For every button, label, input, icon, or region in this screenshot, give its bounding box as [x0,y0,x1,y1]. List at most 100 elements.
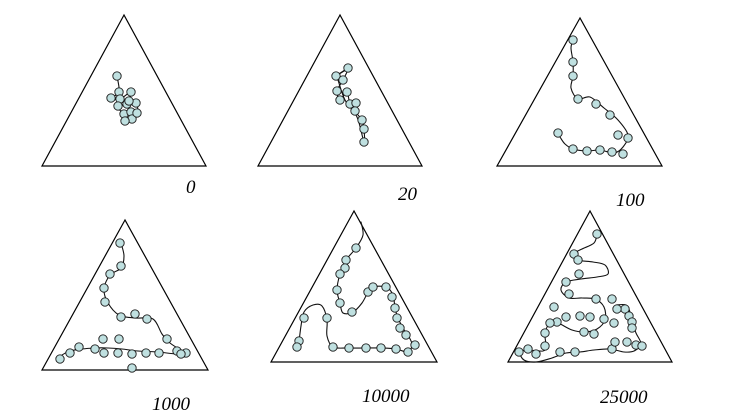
node-1 [341,255,351,265]
node-2 [568,71,578,81]
node-15 [609,318,619,328]
node-6 [113,101,123,111]
node-9 [357,115,367,125]
node-11 [132,108,142,118]
node-4 [100,297,110,307]
node-17 [579,327,589,337]
node-33 [612,304,622,314]
node-group [331,63,369,147]
node-1 [568,57,578,67]
panel-label: 0 [186,177,196,198]
node-0 [115,238,125,248]
node-11 [359,137,369,147]
node-31 [637,341,647,351]
node-6 [347,307,357,317]
node-4 [561,277,571,287]
node-11 [176,349,186,359]
node-2 [338,75,348,85]
panel-1000: 1000 [40,218,210,415]
node-25 [292,342,302,352]
node-25 [531,349,541,359]
node-13 [124,96,134,106]
node-12 [568,144,578,154]
node-8 [368,282,378,292]
panel-label: 1000 [152,394,191,415]
panel-0: 0 [40,13,208,198]
node-13 [141,348,151,358]
panel-label: 100 [616,190,645,211]
node-11 [390,303,400,313]
node-23 [523,344,533,354]
node-12 [392,313,402,323]
panel-10000: 10000 [269,209,439,407]
node-3 [332,86,342,96]
node-0 [592,229,602,239]
node-13 [553,128,563,138]
node-1 [331,71,341,81]
node-21 [328,342,338,352]
node-14 [599,314,609,324]
node-13 [395,323,405,333]
node-7 [351,98,361,108]
node-16 [99,348,109,358]
node-14 [127,349,137,359]
node-15 [410,340,420,350]
node-4 [591,99,601,109]
trajectory-curve [296,221,413,353]
node-0 [351,243,361,253]
node-32 [627,323,637,333]
node-20 [55,354,65,364]
node-5 [605,110,615,120]
node-5 [335,298,345,308]
node-5 [564,289,574,299]
node-14 [401,330,411,340]
node-7 [142,314,152,324]
node-13 [575,311,585,321]
node-9 [381,282,391,292]
node-10 [387,292,397,302]
node-2 [105,269,115,279]
node-group [292,243,420,357]
node-2 [106,93,116,103]
triangle-frame [40,218,210,371]
panel-label: 10000 [362,386,410,407]
panel-25000: 25000 [506,209,674,408]
node-20 [344,343,354,353]
node-3 [573,94,583,104]
node-21 [540,328,550,338]
node-8 [162,334,172,344]
node-29 [622,337,632,347]
node-5 [342,87,352,97]
node-0 [343,63,353,73]
node-34 [610,337,620,347]
node-15 [113,348,123,358]
node-23 [299,313,309,323]
node-26 [555,347,565,357]
node-17 [90,344,100,354]
panel-label: 20 [398,184,418,205]
node-22 [322,313,332,323]
node-10 [585,312,595,322]
node-6 [591,294,601,304]
node-9 [607,147,617,157]
node-3 [574,269,584,279]
node-6 [130,309,140,319]
node-8 [350,106,360,116]
triangle-frame [269,209,439,363]
node-group [106,71,142,126]
node-group [514,229,647,359]
triangle-frame [506,209,674,363]
node-1 [116,261,126,271]
node-4 [332,285,342,295]
node-4 [335,95,345,105]
node-0 [568,35,578,45]
node-19 [361,343,371,353]
node-27 [570,347,580,357]
node-18 [589,329,599,339]
triangle-frame [495,16,664,167]
panel-label: 25000 [600,387,648,408]
node-0 [112,71,122,81]
node-2 [573,255,583,265]
node-7 [607,294,617,304]
